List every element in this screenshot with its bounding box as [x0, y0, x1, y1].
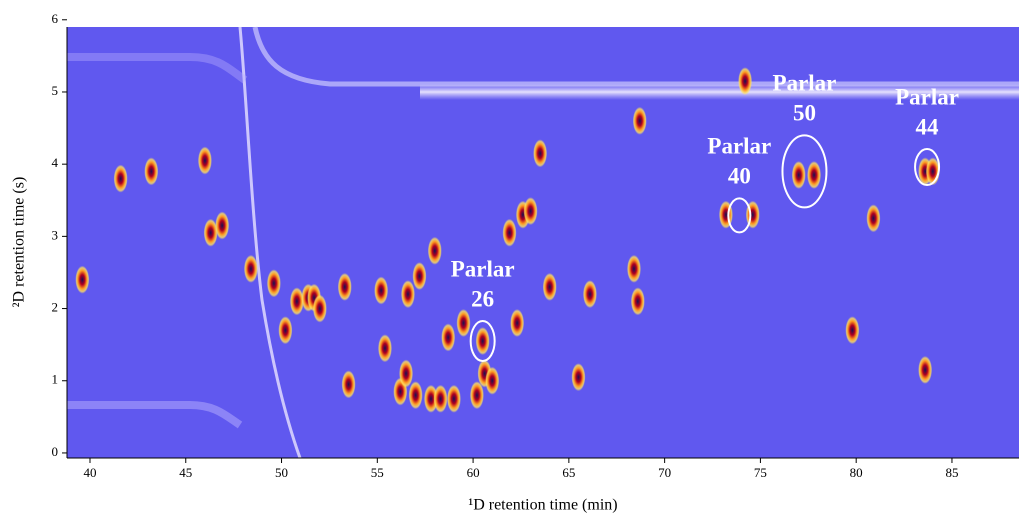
column-band — [420, 84, 1019, 100]
peak — [75, 265, 90, 294]
peak — [377, 334, 392, 363]
peak — [341, 370, 356, 399]
peak — [456, 308, 471, 337]
annotation-circle — [727, 197, 752, 234]
x-tick-label: 75 — [754, 465, 767, 480]
y-tick-label: 0 — [52, 444, 59, 459]
y-tick-label: 1 — [52, 372, 59, 387]
annotation-text: Parlar — [773, 71, 837, 96]
peak — [571, 363, 586, 392]
peak — [412, 262, 427, 291]
peak — [312, 294, 327, 323]
peak — [215, 211, 230, 240]
peak — [523, 197, 538, 226]
annotation-circle — [781, 134, 828, 209]
x-tick-label: 55 — [371, 465, 384, 480]
annotation-circle — [469, 320, 496, 363]
peak — [510, 308, 525, 337]
peak — [469, 381, 484, 410]
peak — [582, 280, 597, 309]
peak — [632, 106, 647, 135]
annotation-text: 26 — [471, 286, 494, 311]
peak — [791, 160, 806, 189]
peak — [408, 381, 423, 410]
peak — [441, 323, 456, 352]
peak — [626, 254, 641, 283]
peak — [197, 146, 212, 175]
y-tick-label: 2 — [52, 300, 59, 315]
peak — [289, 287, 304, 316]
annotation-text: Parlar — [895, 84, 959, 109]
peak — [243, 254, 258, 283]
x-tick-label: 70 — [658, 465, 671, 480]
y-tick-label: 4 — [52, 155, 59, 170]
y-tick-label: 3 — [52, 227, 59, 242]
peak — [533, 139, 548, 168]
x-tick-label: 45 — [179, 465, 192, 480]
peak — [423, 384, 438, 413]
peak — [203, 218, 218, 247]
bleed-line — [67, 53, 248, 84]
y-tick-label: 6 — [52, 11, 59, 26]
bleed-line — [238, 26, 302, 459]
annotation-text: 40 — [728, 164, 751, 189]
peak — [400, 280, 415, 309]
peak — [475, 327, 490, 356]
peak — [502, 218, 517, 247]
peak — [266, 269, 281, 298]
peak — [845, 316, 860, 345]
bleed-line — [252, 26, 1019, 87]
peak — [807, 160, 822, 189]
y-axis-label: ²D retention time (s) — [11, 177, 28, 308]
peak — [399, 359, 414, 388]
peak — [446, 384, 461, 413]
peak — [113, 164, 128, 193]
peak — [433, 384, 448, 413]
annotation-text: 44 — [916, 114, 940, 139]
peak — [144, 157, 159, 186]
x-tick-label: 65 — [562, 465, 575, 480]
peak — [630, 287, 645, 316]
bleed-line — [67, 401, 243, 429]
x-tick-label: 60 — [467, 465, 480, 480]
peak — [485, 366, 500, 395]
peak — [337, 272, 352, 301]
peak — [278, 316, 293, 345]
peak — [374, 276, 389, 305]
peak — [542, 272, 557, 301]
x-tick-label: 40 — [83, 465, 96, 480]
annotation-circle — [914, 148, 941, 187]
y-tick-label: 5 — [52, 83, 59, 98]
annotation-text: Parlar — [707, 134, 771, 159]
x-tick-label: 80 — [850, 465, 863, 480]
annotation-text: 50 — [793, 101, 816, 126]
peak — [918, 355, 933, 384]
x-axis-label: ¹D retention time (min) — [468, 497, 617, 514]
annotation-text: Parlar — [451, 256, 515, 281]
x-tick-label: 50 — [275, 465, 288, 480]
peak — [738, 67, 753, 96]
x-tick-label: 85 — [945, 465, 958, 480]
peak — [866, 204, 881, 233]
peak — [427, 236, 442, 265]
